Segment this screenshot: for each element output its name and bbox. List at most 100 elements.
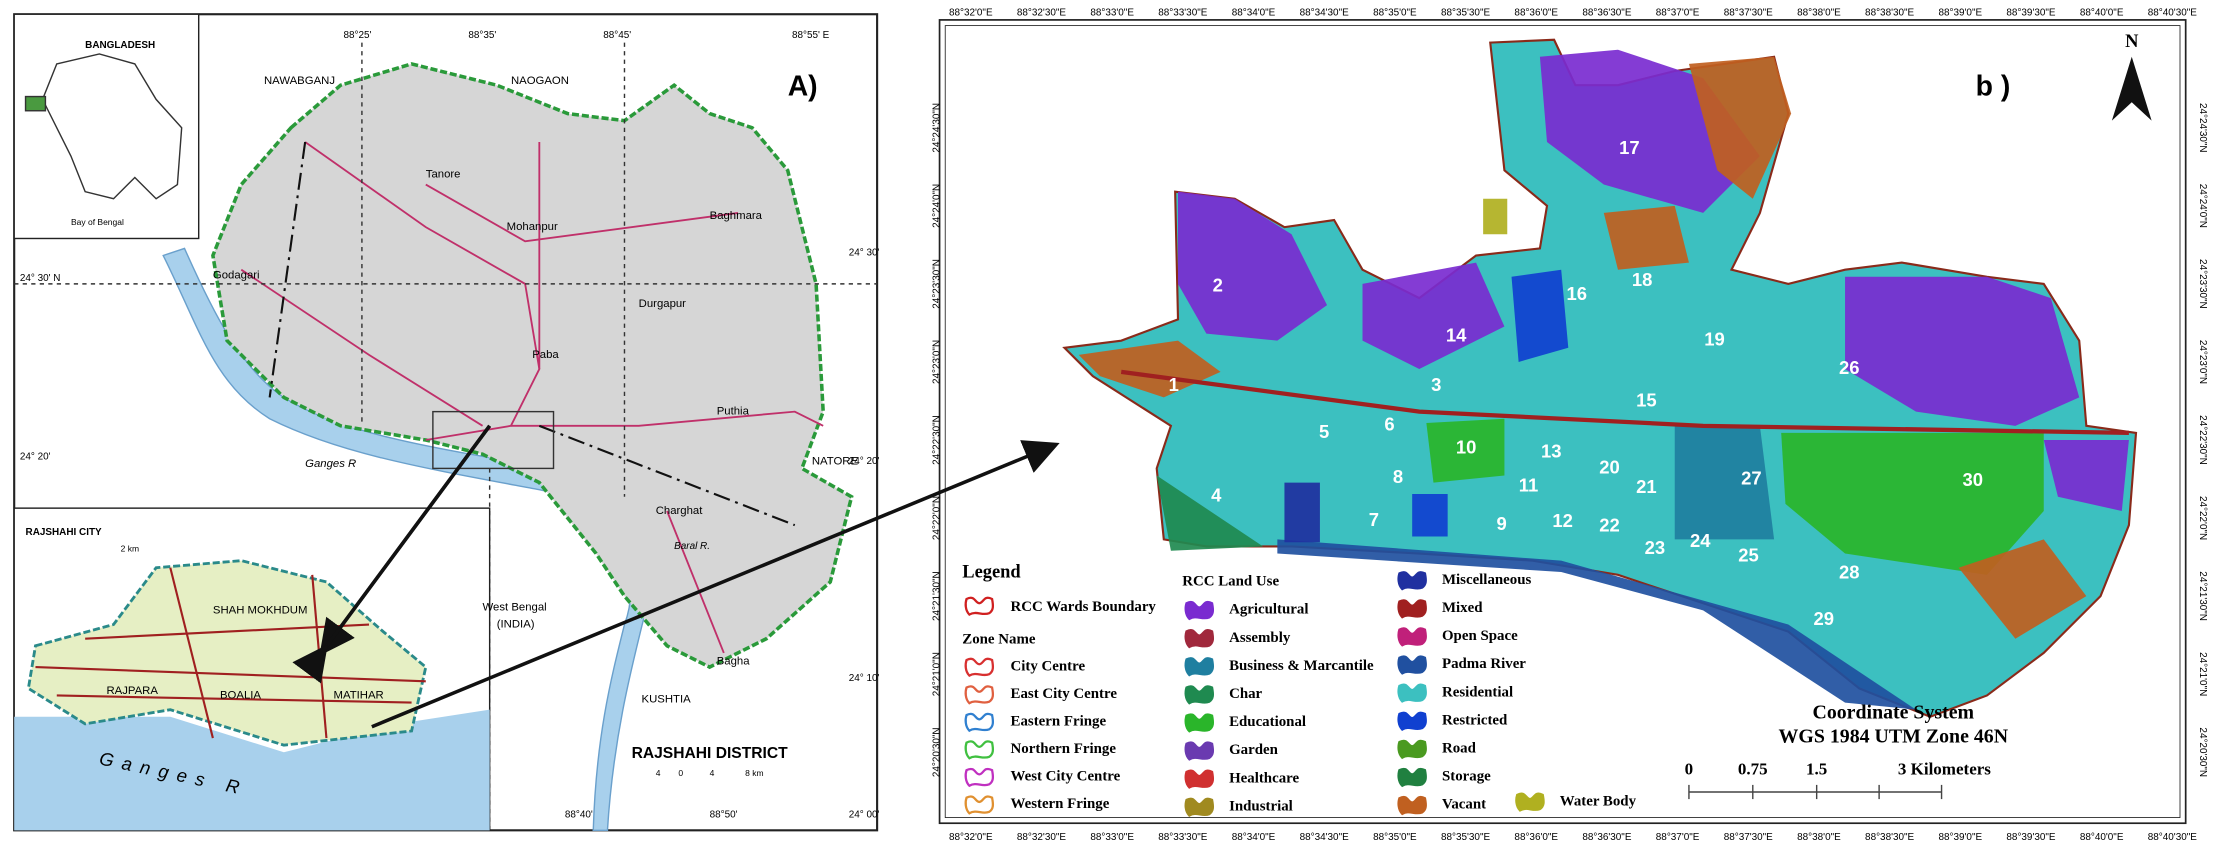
- ward-number: 12: [1552, 510, 1573, 531]
- legend-label: Healthcare: [1229, 770, 1299, 786]
- y-axis-label: 24°22'0"N: [2197, 496, 2208, 540]
- grid-label: 24° 10': [849, 673, 880, 684]
- x-axis-label: 88°36'0"E: [1514, 7, 1558, 18]
- legend-label: Industrial: [1229, 798, 1293, 814]
- land-use-patch: [1483, 198, 1508, 235]
- legend-icon: [1184, 713, 1215, 733]
- legend-label: Open Space: [1442, 628, 1518, 644]
- north-label: N: [2125, 31, 2139, 51]
- ward-number: 9: [1496, 513, 1506, 534]
- x-axis-label: 88°35'0"E: [1373, 832, 1417, 843]
- legend-icon: [964, 596, 995, 617]
- legend-label: Assembly: [1229, 630, 1291, 646]
- x-axis-label: 88°33'0"E: [1090, 832, 1134, 843]
- land-use-patch: [1362, 262, 1505, 370]
- x-axis-label: 88°33'30"E: [1158, 832, 1207, 843]
- place-label: (INDIA): [497, 619, 535, 631]
- scale-label: 0: [678, 768, 683, 778]
- y-axis-label: 24°20'30"N: [931, 727, 942, 777]
- area-label: SHAH MOKHDUM: [213, 604, 308, 616]
- place-label: Paba: [532, 349, 559, 361]
- y-axis-label: 24°21'0"N: [931, 652, 942, 696]
- place-label: Bagha: [717, 655, 750, 667]
- legend-subtitle: Zone Name: [962, 632, 1036, 648]
- legend-label: East City Centre: [1011, 686, 1118, 702]
- legend-label: Business & Marcantile: [1229, 658, 1374, 674]
- y-axis-label: 24°20'30"N: [2197, 727, 2208, 777]
- place-label: KUSHTIA: [642, 694, 692, 706]
- legend-icon: [1397, 711, 1427, 731]
- x-axis-label: 88°37'30"E: [1724, 7, 1773, 18]
- place-label: Baghmara: [710, 210, 763, 222]
- x-axis-label: 88°37'0"E: [1656, 7, 1700, 18]
- ward-number: 27: [1741, 468, 1762, 489]
- ward-number: 23: [1645, 537, 1666, 558]
- scale-label: 4: [656, 768, 661, 778]
- y-axis-label: 24°22'30"N: [2197, 415, 2208, 465]
- y-axis-label: 24°21'0"N: [2197, 652, 2208, 696]
- legend-label: West City Centre: [1011, 769, 1121, 785]
- legend-icon: [1397, 599, 1427, 619]
- ward-number: 28: [1839, 561, 1860, 582]
- ward-number: 11: [1519, 475, 1539, 496]
- grid-label: 24° 00': [849, 809, 880, 820]
- x-axis-label: 88°36'0"E: [1514, 832, 1558, 843]
- x-axis-label: 88°38'30"E: [1865, 7, 1914, 18]
- grid-label: 88°50': [710, 809, 738, 820]
- ward-number: 24: [1690, 530, 1711, 551]
- x-axis-label: 88°32'30"E: [1017, 832, 1066, 843]
- land-use-patch: [1603, 205, 1689, 270]
- place-label: West Bengal: [483, 601, 547, 613]
- x-axis-label: 88°39'30"E: [2006, 832, 2055, 843]
- ward-number: 6: [1384, 414, 1394, 435]
- legend-title: Legend: [962, 562, 1021, 582]
- place-label: NATORE: [812, 455, 859, 467]
- legend-icon: [1184, 769, 1215, 789]
- place-label: Charghat: [656, 505, 704, 517]
- ward-number: 21: [1636, 476, 1657, 497]
- legend-icon: [1397, 655, 1427, 675]
- y-axis-label: 24°24'0"N: [931, 184, 942, 228]
- ward-number: 30: [1963, 469, 1984, 490]
- place-label: Mohanpur: [507, 221, 558, 233]
- ward-number: 25: [1738, 544, 1759, 565]
- x-axis-label: 88°38'0"E: [1797, 832, 1841, 843]
- x-axis-label: 88°34'0"E: [1232, 832, 1276, 843]
- bangladesh-outline: [41, 53, 183, 200]
- x-axis-label: 88°37'30"E: [1724, 832, 1773, 843]
- grid-label: 24° 30': [849, 247, 880, 258]
- y-axis-label: 24°21'30"N: [931, 571, 942, 621]
- land-use-patch: [1078, 340, 1221, 398]
- y-axis-label: 24°23'30"N: [2197, 259, 2208, 309]
- grid-label: 88°55' E: [792, 30, 830, 41]
- scale-label: 4: [710, 768, 715, 778]
- ward-number: 18: [1632, 269, 1653, 290]
- grid-label: 24° 30' N: [20, 273, 61, 284]
- place-label: Puthia: [717, 406, 750, 418]
- y-axis-label: 24°24'30"N: [931, 103, 942, 153]
- ward-number: 29: [1814, 608, 1835, 629]
- grid-label: 88°40': [565, 809, 593, 820]
- panel-label: A): [788, 71, 818, 103]
- legend-label: Road: [1442, 741, 1477, 757]
- coordinate-name: WGS 1984 UTM Zone 46N: [1779, 726, 2009, 748]
- place-label: Durgapur: [639, 298, 687, 310]
- grid-label: 88°45': [603, 30, 631, 41]
- scale-label: 3 Kilometers: [1898, 760, 1991, 779]
- legend-label: Residential: [1442, 684, 1513, 700]
- x-axis-label: 88°37'0"E: [1656, 832, 1700, 843]
- place-label: NAWABGANJ: [264, 75, 335, 87]
- inset-title: RAJSHAHI CITY: [26, 527, 102, 538]
- legend-label: Educational: [1229, 714, 1306, 730]
- land-use-patch: [1958, 539, 2087, 639]
- ward-number: 1: [1169, 374, 1179, 395]
- scale-label: 0.75: [1738, 760, 1768, 779]
- ward-number: 20: [1599, 456, 1620, 477]
- y-axis-label: 24°22'30"N: [931, 415, 942, 465]
- grid-label: 88°35': [468, 30, 496, 41]
- land-use-patch: [1511, 269, 1569, 362]
- inset-label: Bay of Bengal: [71, 217, 124, 227]
- grid-label: 24° 20': [849, 456, 880, 467]
